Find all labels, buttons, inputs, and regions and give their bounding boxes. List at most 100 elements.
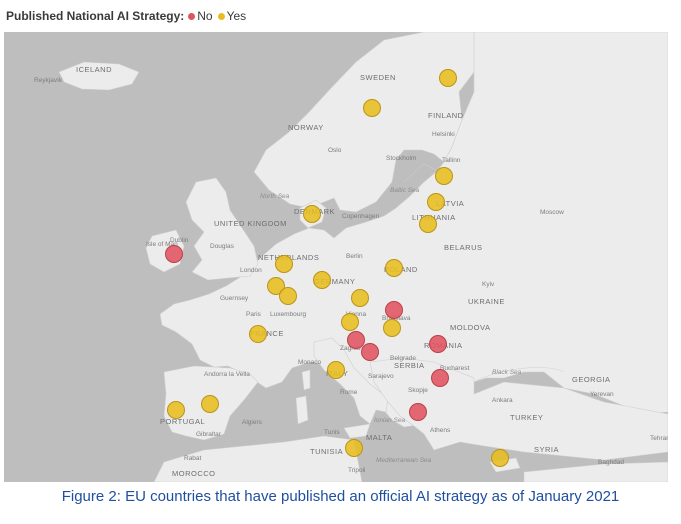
marker-estonia-yes[interactable] [435, 167, 453, 185]
map-label-gibraltar: Gibraltar [196, 431, 222, 438]
marker-austria-yes[interactable] [341, 313, 359, 331]
map-label-georgia: GEORGIA [572, 375, 611, 384]
north-africa-land [153, 435, 363, 482]
map-label-syria: SYRIA [534, 445, 559, 454]
scandinavia-land [253, 32, 475, 213]
map-label-vienna: Vienna [346, 311, 367, 318]
marker-sweden-yes[interactable] [363, 99, 381, 117]
marker-malta-yes[interactable] [345, 439, 363, 457]
great-britain-land [185, 177, 259, 281]
marker-cyprus-yes[interactable] [491, 449, 509, 467]
map-label-moscow: Moscow [540, 209, 564, 216]
marker-slovakia-no[interactable] [385, 301, 403, 319]
eastern-europe-land [159, 32, 668, 428]
marker-france-yes[interactable] [249, 325, 267, 343]
map-label-sweden: SWEDEN [360, 73, 396, 82]
marker-greece-no[interactable] [409, 403, 427, 421]
map-label-sarajevo: Sarajevo [368, 373, 394, 380]
map-label-north-sea: North Sea [260, 193, 290, 200]
map-label-guernsey: Guernsey [220, 295, 249, 302]
map-label-kyiv: Kyiv [482, 281, 495, 288]
map-label-serbia: SERBIA [394, 361, 425, 370]
map-label-helsinki: Helsinki [432, 131, 455, 138]
map-label-rabat: Rabat [184, 455, 202, 462]
marker-denmark-yes[interactable] [303, 205, 321, 223]
map-label-dublin: Dublin [170, 237, 189, 244]
map-label-andorra: Andorra la Vella [204, 371, 250, 378]
map-label-london: London [240, 267, 262, 274]
marker-bulgaria-no[interactable] [431, 369, 449, 387]
europe-map[interactable]: ICELAND Reykjavík SWEDEN NORWAY FINLAND Helsi… [4, 32, 668, 482]
marker-slovenia-no[interactable] [347, 331, 365, 349]
legend-label-no: No [197, 9, 213, 23]
middle-east-land [523, 461, 668, 482]
marker-germany-yes[interactable] [313, 271, 331, 289]
map-legend: Published National AI Strategy: No Yes [6, 5, 251, 27]
map-label-tallinn: Tallinn [442, 157, 461, 164]
map-label-tehran: Tehran [650, 435, 668, 442]
legend-item-no[interactable]: No [188, 9, 213, 23]
map-label-zagreb: Zagreb [340, 345, 361, 352]
map-label-yerevan: Yerevan [590, 391, 614, 398]
map-label-germany: GERMANY [314, 277, 355, 286]
map-label-baghdad: Baghdad [598, 459, 624, 466]
marker-croatia-no[interactable] [361, 343, 379, 361]
map-label-belgrade: Belgrade [390, 355, 416, 362]
marker-latvia-yes[interactable] [427, 193, 445, 211]
legend-label-yes: Yes [226, 9, 247, 23]
marker-portugal-yes[interactable] [167, 401, 185, 419]
marker-finland-yes[interactable] [439, 69, 457, 87]
map-label-tunisia: TUNISIA [310, 447, 343, 456]
map-label-oslo: Oslo [328, 147, 342, 154]
map-label-luxembourg: Luxembourg [270, 311, 307, 318]
sicily-land [343, 423, 371, 439]
map-label-tripoli: Tripoli [348, 467, 365, 474]
map-label-algiers: Algiers [242, 419, 263, 426]
legend-item-yes[interactable]: Yes [217, 9, 247, 23]
map-label-skopje: Skopje [408, 387, 428, 394]
map-label-portugal: PORTUGAL [160, 417, 205, 426]
marker-poland-yes[interactable] [385, 259, 403, 277]
map-label-moldova: MOLDOVA [450, 323, 490, 332]
sardinia-land [295, 395, 309, 425]
map-label-isle-of-man: Isle of Man [146, 241, 178, 248]
map-label-tunis: Tunis [324, 429, 340, 436]
map-label-turkey: TURKEY [510, 413, 543, 422]
map-label-rome: Rome [340, 389, 358, 396]
marker-italy-yes[interactable] [327, 361, 345, 379]
marker-romania-no[interactable] [429, 335, 447, 353]
map-label-douglas: Douglas [210, 243, 235, 250]
map-label-iceland: ICELAND [76, 65, 112, 74]
marker-netherlands-yes[interactable] [275, 255, 293, 273]
map-label-berlin: Berlin [346, 253, 363, 260]
map-label-united-kingdom: UNITED KINGDOM [214, 219, 287, 228]
map-label-morocco: MOROCCO [172, 469, 216, 478]
map-label-malta: MALTA [366, 433, 392, 442]
figure-caption: Figure 2: EU countries that have publish… [61, 488, 620, 505]
map-label-baltic-sea: Baltic Sea [390, 187, 420, 194]
map-label-ukraine: UKRAINE [468, 297, 505, 306]
marker-ireland-no[interactable] [165, 245, 183, 263]
map-label-reykjavik: Reykjavík [34, 77, 63, 84]
legend-title: Published National AI Strategy: [6, 9, 185, 23]
map-label-finland: FINLAND [428, 111, 464, 120]
map-label-belarus: BELARUS [444, 243, 483, 252]
marker-lithuania-yes[interactable] [419, 215, 437, 233]
marker-luxembourg-yes[interactable] [279, 287, 297, 305]
legend-dot-yes [217, 12, 225, 20]
marker-spain-yes[interactable] [201, 395, 219, 413]
map-label-norway: NORWAY [288, 123, 324, 132]
legend-dot-no [188, 12, 196, 20]
marker-hungary-yes[interactable] [383, 319, 401, 337]
map-label-stockholm: Stockholm [386, 155, 416, 162]
map-canvas[interactable]: ICELAND Reykjavík SWEDEN NORWAY FINLAND Helsi… [4, 32, 668, 482]
coastline-detail [403, 163, 565, 383]
map-label-mediterranean: Mediterranean Sea [376, 457, 432, 464]
marker-czechia-yes[interactable] [351, 289, 369, 307]
map-label-bucharest: Bucharest [440, 365, 469, 372]
map-label-paris: Paris [246, 311, 262, 318]
map-label-ionian-sea: Ionian Sea [374, 417, 405, 424]
map-label-ankara: Ankara [492, 397, 513, 404]
marker-belgium-yes[interactable] [267, 277, 285, 295]
country-markers-layer[interactable] [165, 69, 509, 467]
